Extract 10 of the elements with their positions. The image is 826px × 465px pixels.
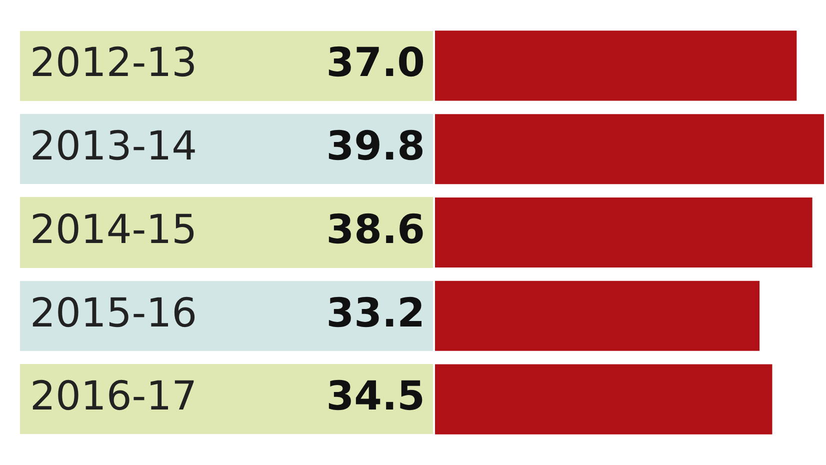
data-label: 39.8 (326, 123, 425, 170)
y-tick-label: 2013-14 (30, 123, 198, 170)
data-label: 38.6 (326, 206, 425, 253)
data-label: 33.2 (326, 290, 425, 336)
y-tick-label: 2016-17 (30, 374, 198, 420)
data-label: 37.0 (326, 40, 425, 86)
y-tick-label: 2015-16 (30, 290, 198, 336)
y-tick-label: 2012-13 (30, 40, 198, 86)
y-tick-label: 2014-15 (30, 206, 198, 253)
data-label: 34.5 (326, 374, 425, 420)
